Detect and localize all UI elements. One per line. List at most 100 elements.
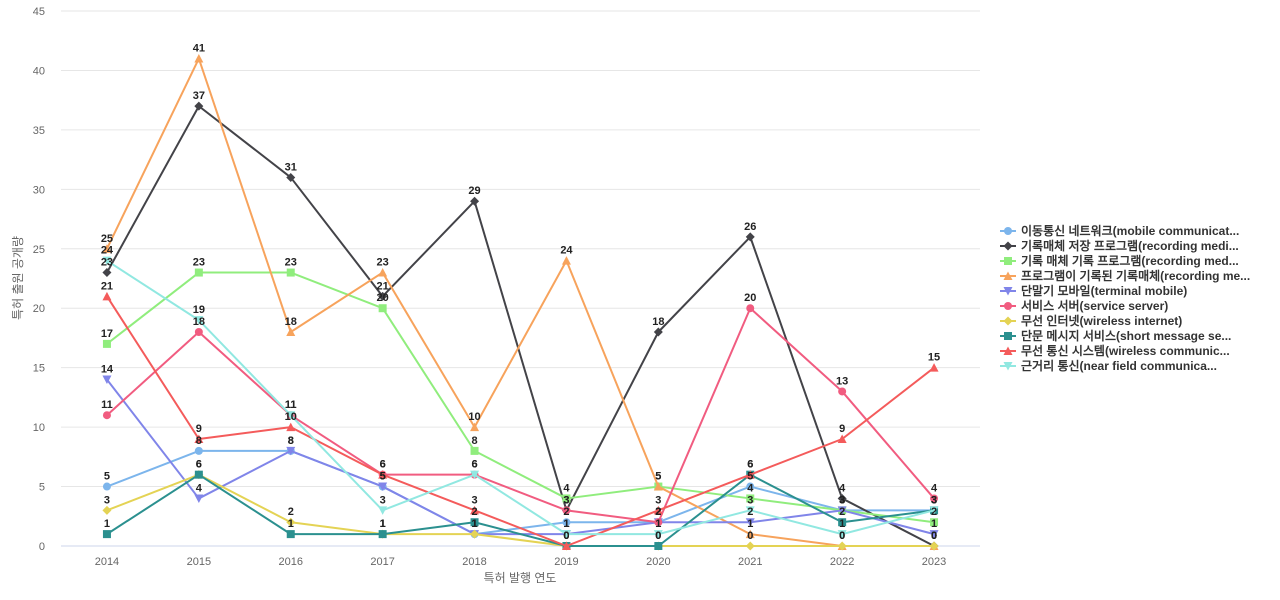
data-point[interactable] [837,541,847,551]
data-label: 31 [285,161,297,173]
data-point[interactable] [194,494,204,503]
data-point[interactable] [378,304,387,313]
data-point[interactable] [194,54,204,63]
legend-label: 단문 메시지 서비스(short message se... [1021,328,1231,343]
data-point[interactable] [102,482,111,491]
data-point[interactable] [746,494,755,503]
legend-symbol[interactable] [1004,227,1012,235]
data-point[interactable] [653,327,663,337]
data-point[interactable] [837,493,847,503]
legend-item[interactable]: 기록 매체 기록 프로그램(recording med... [1000,253,1239,268]
data-point[interactable] [930,494,939,503]
data-point[interactable] [286,517,296,527]
data-point[interactable] [286,422,296,432]
legend-symbol[interactable] [1003,287,1013,296]
data-point[interactable] [653,505,663,515]
data-point[interactable] [746,482,755,491]
data-point[interactable] [745,541,755,551]
data-point[interactable] [838,387,847,396]
data-point[interactable] [378,530,387,539]
data-point[interactable] [653,530,663,539]
data-point[interactable] [837,506,847,515]
data-point[interactable] [194,470,203,479]
data-point[interactable] [929,506,939,515]
data-point[interactable] [378,268,388,277]
data-point[interactable] [746,304,755,313]
data-point[interactable] [194,328,203,336]
data-point[interactable] [929,530,939,539]
data-point[interactable] [929,363,939,372]
legend-item[interactable]: 프로그램이 기록된 기록매체(recording me... [1000,268,1250,283]
data-point[interactable] [378,470,388,479]
legend-symbol[interactable] [1003,241,1013,251]
data-point[interactable] [562,518,571,527]
data-point[interactable] [194,268,203,277]
data-point[interactable] [194,316,204,325]
legend-item[interactable]: 근거리 통신(near field communica... [1000,358,1217,373]
data-point[interactable] [102,411,111,420]
data-point[interactable] [194,446,203,455]
data-point[interactable] [102,339,111,348]
data-point[interactable] [286,172,296,182]
data-point[interactable] [102,505,112,515]
data-point[interactable] [102,244,112,253]
data-point[interactable] [194,101,204,111]
data-point[interactable] [562,506,571,515]
data-point[interactable] [930,518,939,527]
data-point[interactable] [286,268,295,277]
legend-symbol[interactable] [1003,271,1013,281]
data-point[interactable] [286,530,295,539]
legend-symbol[interactable] [1004,302,1012,310]
data-point[interactable] [102,268,112,278]
data-point[interactable] [286,327,296,337]
legend-symbol[interactable] [1003,316,1013,326]
data-label: 3 [839,494,845,506]
data-point[interactable] [470,505,480,515]
data-point[interactable] [102,256,112,266]
data-point[interactable] [378,291,388,301]
data-label: 23 [193,257,205,269]
data-point[interactable] [745,470,755,479]
legend-symbol[interactable] [1003,362,1013,371]
data-point[interactable] [745,232,755,242]
data-point[interactable] [470,518,479,527]
legend-item[interactable]: 서비스 서버(service server) [1000,298,1168,313]
data-point[interactable] [470,470,480,480]
data-point[interactable] [561,530,571,539]
legend-item[interactable]: 이동통신 네트워크(mobile communicat... [1000,223,1239,238]
data-point[interactable] [561,541,571,551]
data-point[interactable] [286,446,296,456]
data-point[interactable] [286,411,296,420]
data-label: 2 [655,506,661,518]
data-point[interactable] [470,529,480,539]
legend-symbol[interactable] [1003,346,1013,356]
data-point[interactable] [102,375,112,385]
data-point[interactable] [745,506,755,515]
legend-item[interactable]: 무선 통신 시스템(wireless communic... [1000,343,1230,358]
data-point[interactable] [745,529,755,539]
data-point[interactable] [837,434,847,444]
legend-item[interactable]: 기록매체 저장 프로그램(recording medi... [1000,238,1239,253]
data-point[interactable] [378,506,388,515]
legend-item[interactable]: 단문 메시지 서비스(short message se... [1000,328,1231,343]
legend-symbol[interactable] [1004,257,1012,265]
legend-item[interactable]: 단말기 모바일(terminal mobile) [1000,283,1187,298]
data-point[interactable] [194,434,204,444]
data-point[interactable] [102,291,112,301]
data-point[interactable] [654,542,663,550]
data-point[interactable] [562,494,571,503]
data-point[interactable] [102,530,111,539]
data-point[interactable] [654,518,663,527]
legend-item[interactable]: 무선 인터넷(wireless internet) [1000,313,1182,328]
data-point[interactable] [745,518,755,527]
data-point[interactable] [837,530,847,539]
data-point[interactable] [653,482,663,491]
data-point[interactable] [929,541,939,551]
data-point[interactable] [470,422,480,432]
data-point[interactable] [561,256,571,265]
data-point[interactable] [838,518,847,527]
data-point[interactable] [378,482,388,492]
data-point[interactable] [470,446,479,455]
legend-symbol[interactable] [1004,332,1012,340]
data-point[interactable] [470,196,480,206]
